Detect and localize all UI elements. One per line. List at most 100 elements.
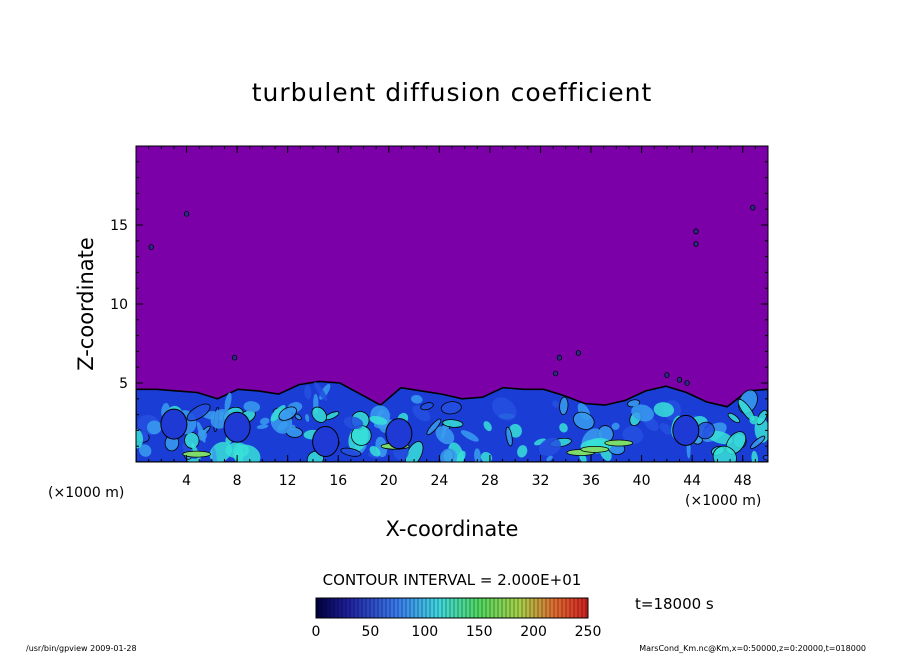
eddy	[289, 424, 296, 431]
eddy	[579, 453, 587, 462]
eddy	[492, 397, 517, 421]
eddy	[278, 406, 297, 421]
peak-cell	[604, 439, 634, 447]
isolated-cell	[556, 354, 563, 361]
eddy-core	[672, 414, 700, 446]
y-tick-label: 5	[119, 376, 128, 392]
time-label: t=18000 s	[635, 595, 714, 613]
eddy	[631, 404, 654, 422]
colorbar-tick-label: 150	[466, 624, 493, 640]
eddy	[559, 396, 569, 416]
x-axis: 4 8 12 16 20 24 28 32 36 40 44 48	[148, 146, 756, 489]
eddy	[212, 446, 218, 462]
x-tick-label: 24	[430, 473, 448, 489]
eddy	[225, 442, 249, 459]
x-tick-label: 44	[683, 473, 701, 489]
eddy	[456, 450, 466, 462]
colorbar-tick-label: 250	[575, 624, 602, 640]
eddy	[483, 421, 492, 432]
eddy	[653, 402, 675, 418]
footer-left: /usr/bin/gpview 2009-01-28	[26, 644, 137, 653]
isolated-cell	[664, 372, 670, 379]
colorbar-tick-label: 200	[520, 624, 547, 640]
eddy	[460, 430, 479, 442]
turbulent-field	[136, 204, 768, 462]
eddy	[314, 381, 328, 401]
x-tick-label: 32	[532, 473, 550, 489]
eddy	[411, 394, 423, 404]
x-tick-label: 28	[481, 473, 499, 489]
isolated-cell	[693, 241, 699, 247]
isolated-cell	[232, 354, 238, 361]
eddy	[369, 415, 388, 425]
eddy	[139, 444, 152, 457]
x-tick-label: 20	[380, 473, 398, 489]
eddy	[659, 423, 673, 435]
eddy	[546, 455, 553, 462]
colorbar-tick-label: 50	[361, 624, 379, 640]
x-tick-label: 48	[734, 473, 752, 489]
eddy	[534, 438, 546, 446]
eddy-core	[385, 418, 413, 450]
eddy	[517, 445, 528, 458]
isolated-cell	[693, 228, 699, 235]
eddy	[750, 435, 766, 449]
x-unit-left: (×1000 m)	[48, 485, 124, 501]
eddy	[749, 415, 760, 425]
eddy-core	[223, 411, 251, 443]
isolated-cell	[575, 350, 582, 356]
eddy	[559, 423, 568, 433]
isolated-cell	[552, 370, 559, 377]
peak-cell	[182, 450, 212, 458]
eddy	[538, 437, 561, 456]
eddy	[480, 452, 493, 462]
colorbar-tick-label: 100	[411, 624, 438, 640]
isolated-cell	[750, 204, 756, 211]
footer-right: MarsCond_Km.nc@Km,x=0:50000,z=0:20000,t=…	[639, 644, 866, 653]
eddy	[259, 417, 270, 425]
eddy	[196, 421, 206, 443]
eddy	[727, 412, 741, 424]
eddy	[751, 450, 758, 462]
isolated-cell	[684, 380, 690, 386]
eddy	[311, 406, 327, 423]
y-tick-label: 10	[110, 297, 128, 313]
eddy	[147, 420, 162, 435]
x-axis-label: X-coordinate	[386, 517, 519, 541]
x-tick-label: 12	[279, 473, 297, 489]
eddy	[756, 409, 768, 426]
eddy	[340, 447, 362, 457]
eddy-core	[160, 408, 188, 440]
eddy-core	[312, 426, 340, 457]
eddy	[435, 426, 455, 445]
colorbar	[315, 597, 589, 619]
colorbar-tick-label: 0	[312, 624, 321, 640]
x-tick-label: 8	[233, 473, 242, 489]
eddy	[420, 402, 434, 411]
isolated-cell	[148, 244, 154, 251]
colorbar-ticks: 0 50 100 150 200 250	[312, 624, 602, 640]
eddy	[426, 418, 442, 436]
eddy	[508, 423, 522, 438]
eddy	[305, 413, 310, 422]
eddy	[186, 403, 211, 422]
eddy	[343, 416, 364, 430]
eddy	[552, 400, 560, 408]
eddy	[712, 445, 737, 462]
x-unit-right: (×1000 m)	[685, 493, 761, 509]
eddy	[505, 426, 513, 447]
eddy	[708, 430, 733, 445]
eddy	[304, 385, 312, 400]
y-tick-label: 15	[110, 218, 128, 234]
eddy	[350, 425, 372, 446]
eddy	[243, 401, 261, 413]
eddy	[369, 445, 381, 457]
eddy	[622, 425, 644, 445]
contour-interval: CONTOUR INTERVAL = 2.000E+01	[323, 571, 582, 589]
colorbar-stripes	[317, 598, 587, 618]
eddy	[611, 422, 620, 430]
x-tick-label: 4	[182, 473, 191, 489]
eddy	[572, 411, 595, 430]
eddy	[440, 401, 462, 415]
